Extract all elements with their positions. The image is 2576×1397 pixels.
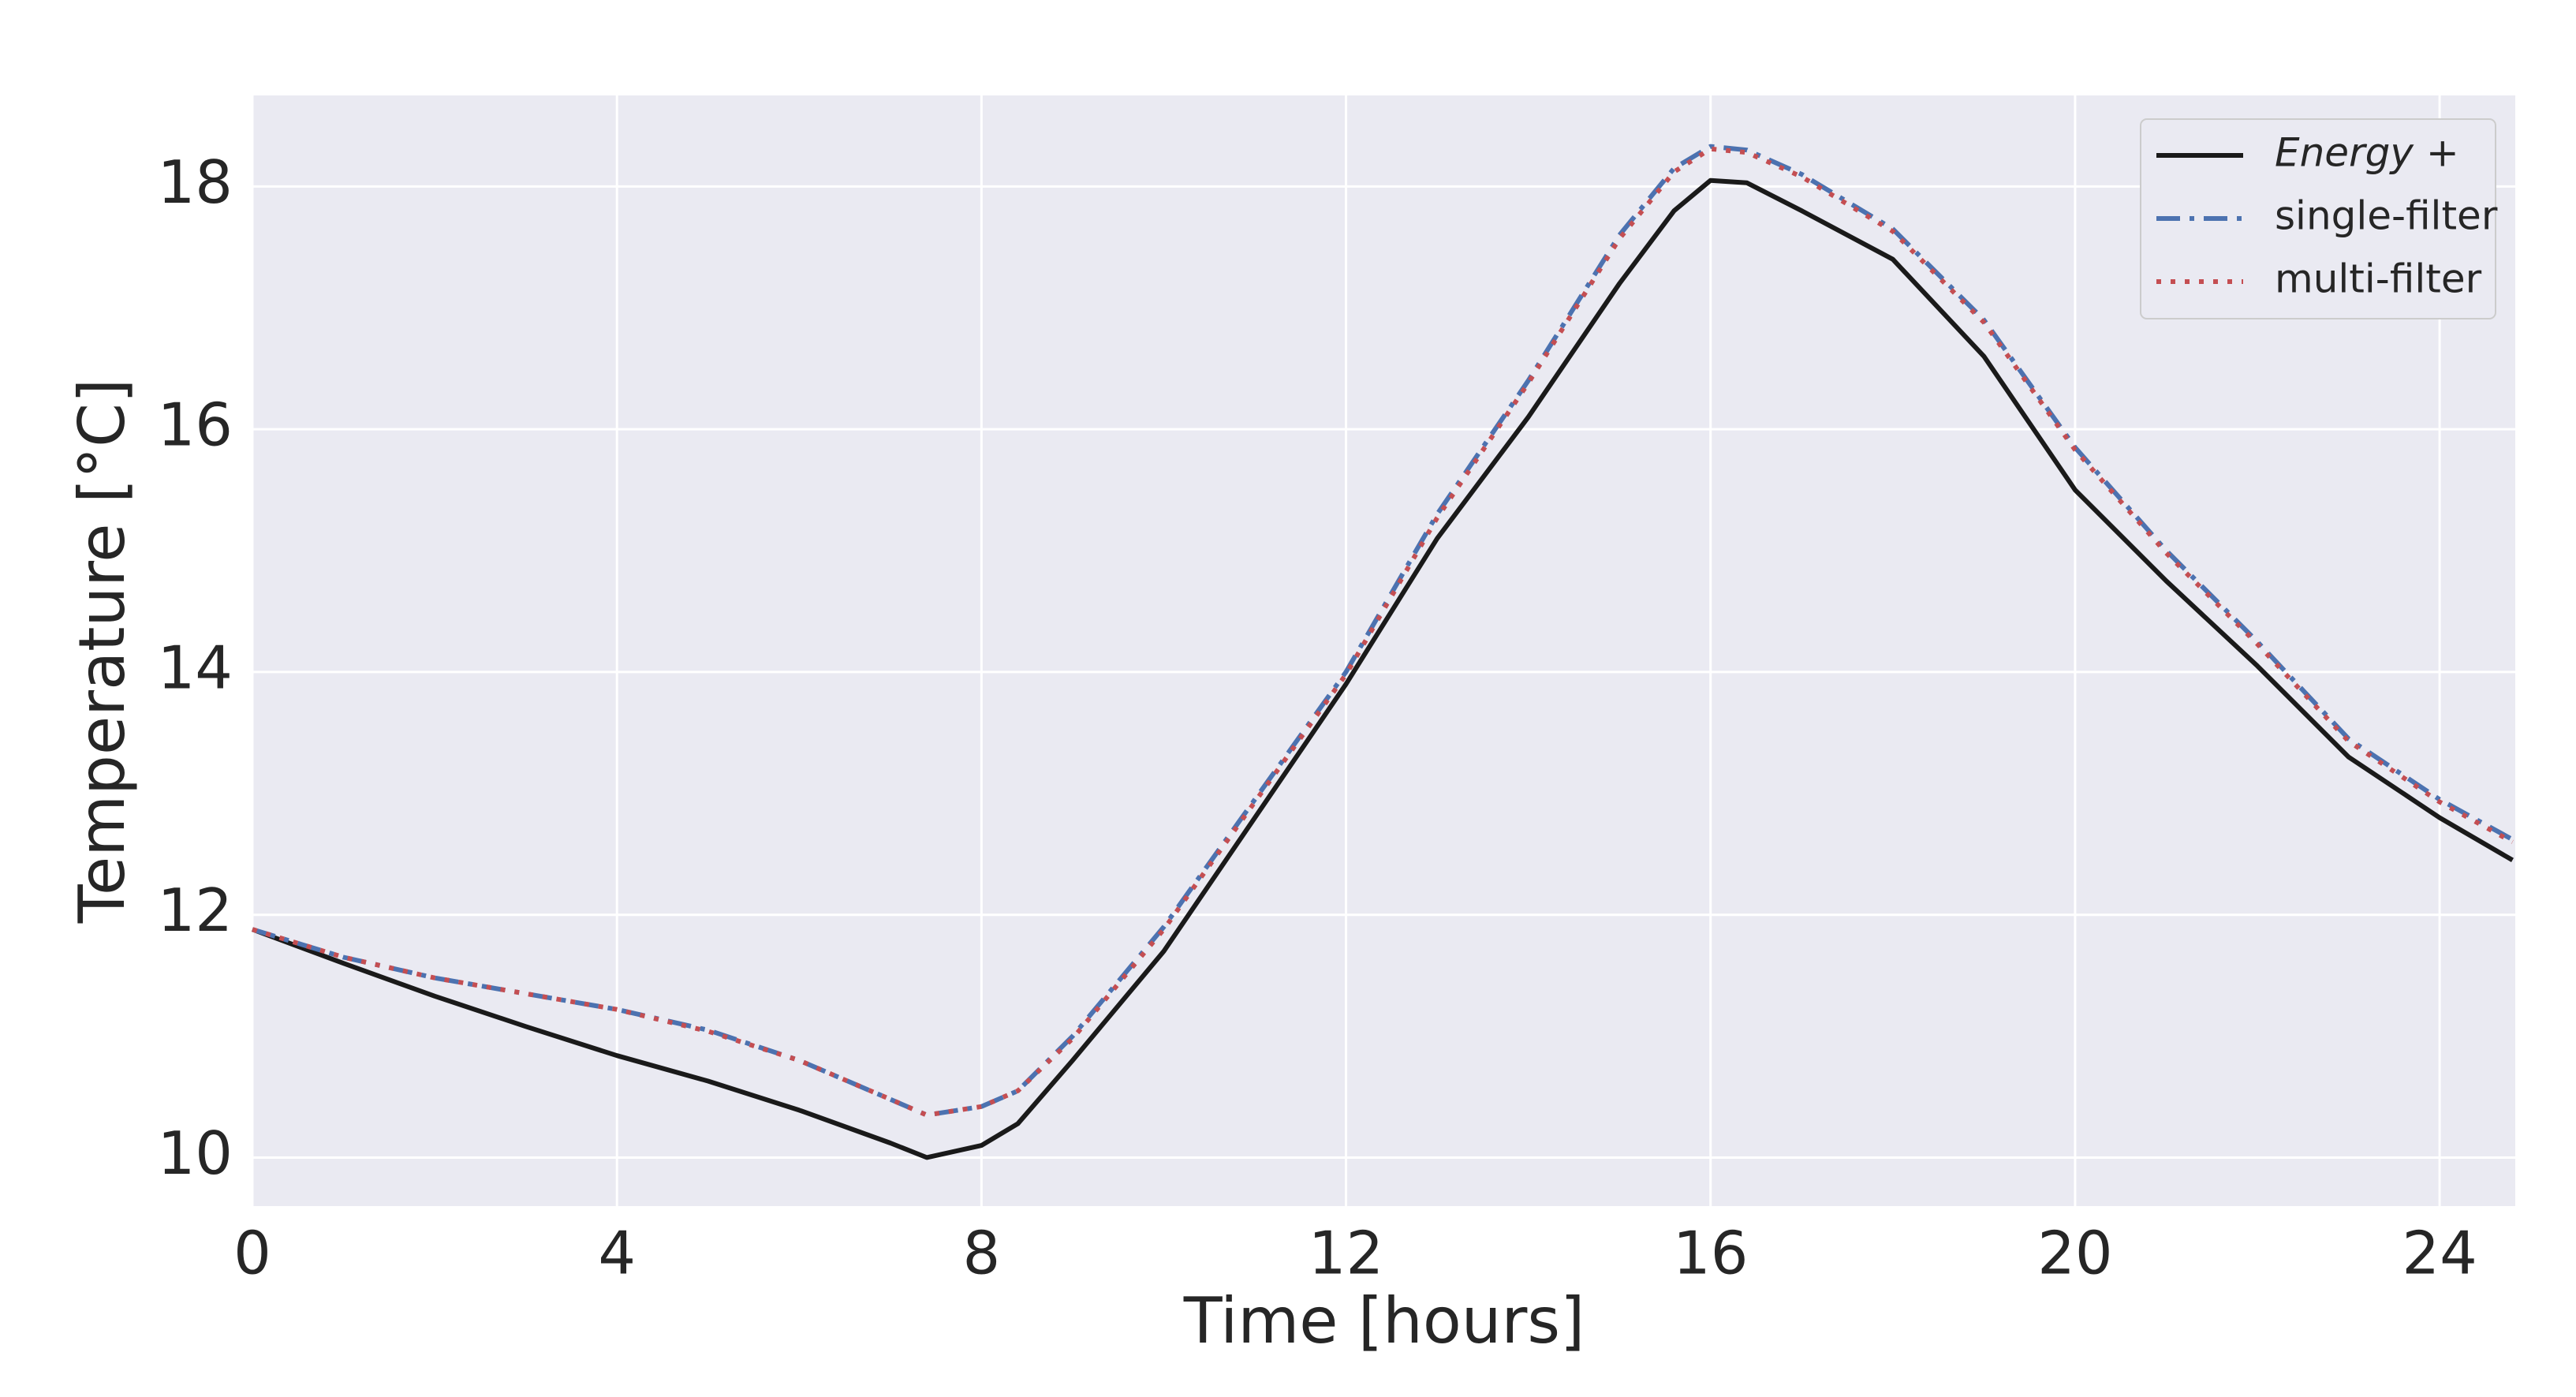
legend-box: [2140, 118, 2496, 319]
y-tick-label: 16: [158, 390, 233, 460]
x-tick-label: 4: [598, 1219, 636, 1288]
legend: Energy + single-filter multi-filter: [2140, 118, 2498, 319]
x-tick-label: 8: [963, 1219, 1001, 1288]
x-axis-label: Time [hours]: [1183, 1284, 1585, 1358]
x-tick-label: 24: [2402, 1219, 2477, 1288]
plot-area: [252, 95, 2515, 1206]
y-axis-label: Temperature [°C]: [65, 379, 139, 924]
legend-label: single-filter: [2275, 193, 2498, 239]
x-tick-label: 20: [2037, 1219, 2112, 1288]
legend-label: multi-filter: [2275, 256, 2482, 302]
y-tick-label: 14: [158, 633, 233, 702]
x-tick-label: 12: [1309, 1219, 1383, 1288]
line-series: [251, 177, 2514, 1160]
legend-label: Energy +: [2275, 130, 2459, 176]
y-tick-label: 12: [158, 876, 233, 945]
x-tick-label: 16: [1673, 1219, 1748, 1288]
y-tick-label: 18: [158, 148, 233, 217]
y-tick-label: 10: [158, 1119, 233, 1188]
x-tick-label: 0: [233, 1219, 271, 1288]
